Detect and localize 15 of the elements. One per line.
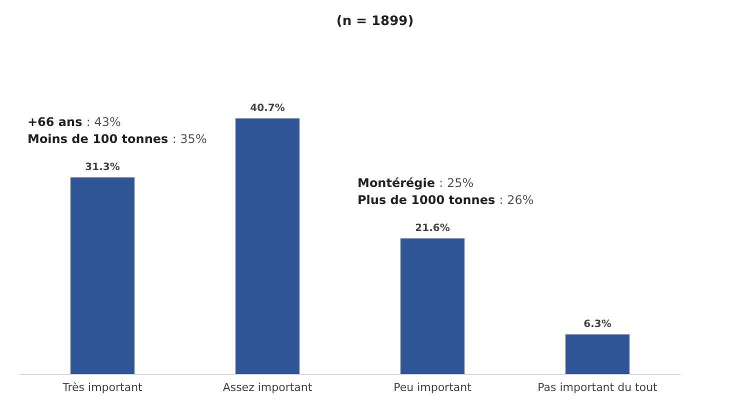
data-label: 21.6%: [415, 222, 450, 234]
data-label: 31.3%: [85, 162, 120, 173]
x-tick-label: Peu important: [394, 381, 472, 394]
bar: [566, 334, 630, 374]
x-tick-label: Très important: [62, 381, 144, 394]
annotation: Montérégie : 25% Plus de 1000 tonnes : 26%: [358, 176, 534, 207]
x-tick-label: Pas important du tout: [538, 381, 658, 394]
x-tick-label: Assez important: [222, 381, 313, 394]
bar: [70, 177, 134, 374]
data-label: 6.3%: [584, 318, 612, 330]
annotation: +66 ans : 43% Moins de 100 tonnes : 35%: [28, 114, 207, 146]
data-label: 40.7%: [250, 102, 285, 114]
bar: [400, 238, 464, 374]
bar: [236, 118, 300, 374]
chart-title: (n = 1899): [336, 14, 414, 29]
